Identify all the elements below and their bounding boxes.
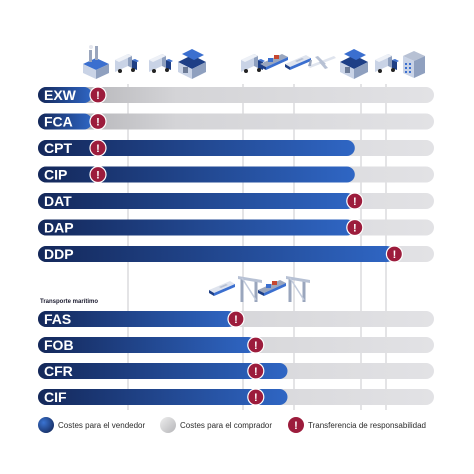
term-row-cif: CIF!	[38, 388, 434, 406]
crane-icon	[238, 276, 262, 302]
term-label: DAP	[44, 220, 74, 236]
sea-transport-label: Transporte marítimo	[40, 299, 98, 305]
legend-risk-symbol: !	[294, 420, 298, 432]
seller-cost-bar	[38, 87, 92, 103]
legend-risk-swatch	[288, 417, 304, 433]
ship-icon	[285, 55, 311, 70]
building-icon	[403, 51, 425, 78]
term-row-fca: FCA!	[38, 112, 434, 131]
warehouse-icon	[178, 49, 206, 79]
truck-icon	[115, 54, 139, 73]
risk-transfer-marker	[346, 192, 364, 210]
seller-cost-bar	[38, 311, 236, 327]
top-terms-group: EXW !FCA !CPT !CIP !DAT !DAP !DDP!	[38, 86, 434, 263]
term-row-exw: EXW!	[38, 86, 434, 104]
warehouse-icon	[340, 49, 368, 79]
seller-cost-bar	[38, 363, 288, 379]
buyer-cost-bar	[38, 113, 434, 130]
factory-icon	[83, 45, 109, 79]
risk-transfer-marker	[385, 245, 403, 263]
sea-terms-group: FAS !FOB !CFR !CIF!	[38, 310, 434, 406]
term-label: DDP	[44, 246, 74, 262]
risk-transfer-symbol: !	[96, 90, 100, 102]
truck-icon	[375, 54, 399, 73]
term-label: CFR	[44, 363, 73, 379]
risk-transfer-symbol: !	[96, 143, 100, 155]
seller-cost-bar	[38, 140, 355, 156]
term-row-dat: DAT!	[38, 192, 434, 210]
term-row-cip: CIP!	[38, 165, 434, 184]
risk-transfer-marker	[247, 336, 265, 354]
crane-icon	[286, 276, 310, 302]
risk-transfer-symbol: !	[254, 392, 258, 404]
legend-seller-swatch	[38, 417, 54, 433]
risk-transfer-marker	[247, 362, 265, 380]
risk-transfer-symbol: !	[254, 340, 258, 352]
term-row-cfr: CFR!	[38, 362, 434, 380]
risk-transfer-symbol: !	[393, 249, 397, 261]
risk-transfer-marker	[89, 139, 107, 157]
term-row-fob: FOB!	[38, 336, 434, 354]
seller-cost-bar	[38, 193, 355, 209]
risk-transfer-marker	[346, 218, 364, 237]
risk-transfer-marker	[89, 112, 107, 131]
term-label: DAT	[44, 193, 72, 209]
risk-transfer-symbol: !	[353, 223, 357, 235]
seller-cost-bar	[38, 389, 288, 405]
ship-icon	[209, 281, 235, 296]
term-label: CIF	[44, 389, 67, 405]
legend-seller-label: Costes para el vendedor	[58, 421, 146, 430]
legend-buyer-swatch	[160, 417, 176, 433]
buyer-cost-bar	[38, 87, 434, 103]
term-label: FAS	[44, 311, 71, 327]
sea-transport-icons	[209, 276, 310, 302]
seller-cost-bar	[38, 219, 355, 236]
risk-transfer-symbol: !	[254, 366, 258, 378]
term-row-ddp: DDP!	[38, 245, 434, 263]
risk-transfer-marker	[89, 86, 107, 104]
term-row-cpt: CPT!	[38, 139, 434, 157]
term-label: CIP	[44, 167, 67, 183]
term-label: EXW	[44, 87, 77, 103]
risk-transfer-symbol: !	[96, 117, 100, 129]
seller-cost-bar	[38, 166, 355, 183]
term-label: CPT	[44, 140, 72, 156]
airplane-icon	[308, 56, 336, 69]
truck-icon	[241, 54, 265, 73]
term-label: FOB	[44, 337, 74, 353]
risk-transfer-symbol: !	[234, 314, 238, 326]
legend-buyer-label: Costes para el comprador	[180, 421, 272, 430]
legend-risk-label: Transferencia de responsabilidad	[308, 421, 426, 430]
term-row-dap: DAP!	[38, 218, 434, 237]
transport-icons-row	[83, 45, 425, 79]
cargo-ship-icon	[258, 280, 286, 296]
cargo-ship-icon	[260, 54, 288, 70]
risk-transfer-symbol: !	[96, 170, 100, 182]
risk-transfer-marker	[227, 310, 245, 328]
term-label: FCA	[44, 114, 73, 130]
truck-icon	[149, 54, 173, 73]
term-row-fas: FAS!	[38, 310, 434, 328]
risk-transfer-marker	[247, 388, 265, 406]
seller-cost-bar	[38, 337, 256, 353]
risk-transfer-marker	[89, 165, 107, 184]
risk-transfer-symbol: !	[353, 196, 357, 208]
seller-cost-bar	[38, 246, 395, 262]
seller-cost-bar	[38, 113, 92, 130]
legend: Costes para el vendedor Costes para el c…	[38, 417, 426, 433]
